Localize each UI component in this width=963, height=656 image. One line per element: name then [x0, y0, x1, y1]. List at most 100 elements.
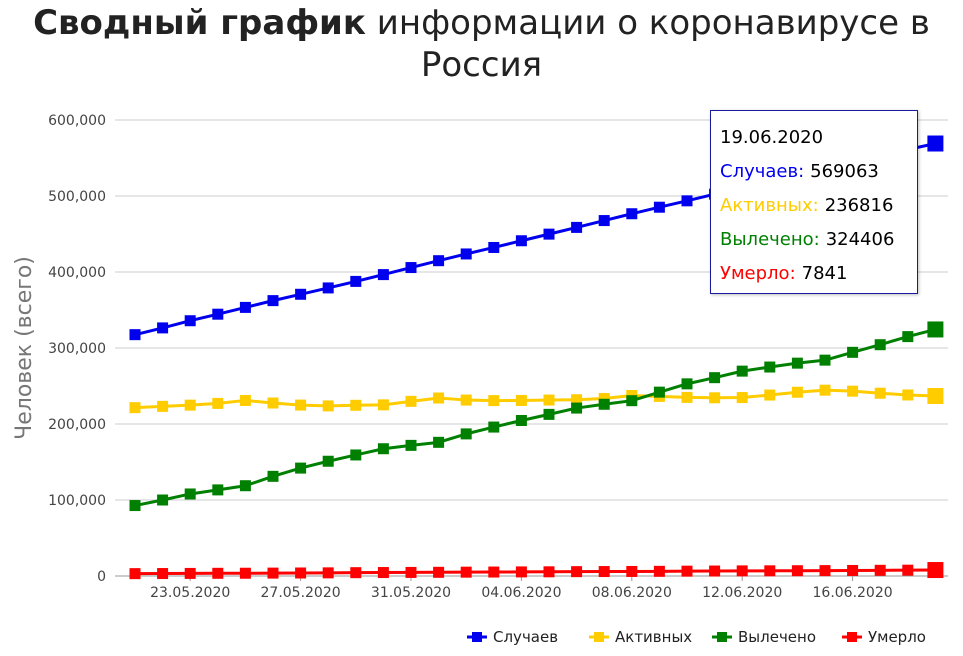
data-point [267, 470, 279, 482]
data-point [791, 357, 803, 369]
data-point [157, 400, 169, 412]
data-point [350, 275, 362, 287]
tooltip-row-cases: Случаев: 569063 [720, 155, 917, 189]
data-point [212, 484, 224, 496]
data-point [460, 248, 472, 260]
data-point [212, 397, 224, 409]
data-point [927, 562, 944, 579]
tooltip-date: 19.06.2020 [720, 127, 824, 148]
data-point [295, 567, 307, 579]
data-point [709, 372, 721, 384]
x-tick-label: 31.05.2020 [371, 585, 451, 601]
data-point [874, 339, 886, 351]
data-point [157, 568, 169, 580]
data-point [598, 393, 610, 405]
data-point [212, 308, 224, 320]
data-point [157, 494, 169, 506]
data-point [543, 394, 555, 406]
x-tick-label: 12.06.2020 [702, 585, 782, 601]
data-point [350, 567, 362, 579]
data-point [598, 566, 610, 578]
y-tick-label: 0 [97, 569, 106, 585]
data-point [819, 565, 831, 577]
legend-label: Умерло [868, 628, 926, 646]
tooltip-row-active: Активных: 236816 [720, 189, 917, 223]
data-point [322, 282, 334, 294]
data-point [736, 565, 748, 577]
y-tick-label: 600,000 [48, 113, 106, 129]
data-point [267, 397, 279, 409]
data-point [736, 365, 748, 377]
data-point [653, 386, 665, 398]
data-point [433, 255, 445, 267]
data-point [433, 392, 445, 404]
data-point [927, 321, 944, 338]
data-point [543, 566, 555, 578]
data-point [571, 402, 583, 414]
data-point [129, 500, 141, 512]
data-point [239, 394, 251, 406]
data-point [571, 566, 583, 578]
series-line [134, 327, 936, 508]
tooltip-label: Случаев: [720, 161, 805, 182]
data-point [460, 394, 472, 406]
data-point [626, 208, 638, 220]
data-point [681, 565, 693, 577]
data-point [847, 346, 859, 358]
series-line [134, 388, 936, 410]
tooltip-label: Вылечено: [720, 229, 820, 250]
data-point [460, 428, 472, 440]
data-point [295, 399, 307, 411]
data-point [709, 392, 721, 404]
y-tick-label: 100,000 [48, 493, 106, 509]
data-point [515, 566, 527, 578]
data-point [129, 329, 141, 341]
data-point [184, 315, 196, 327]
data-point [184, 567, 196, 579]
chart-title-bold: Сводный график [33, 3, 366, 43]
y-tick-label: 400,000 [48, 265, 106, 281]
x-tick-label: 23.05.2020 [150, 585, 230, 601]
data-point [460, 566, 472, 578]
y-tick-label: 300,000 [48, 341, 106, 357]
data-point [847, 385, 859, 397]
data-point [874, 387, 886, 399]
x-tick-label: 08.06.2020 [592, 585, 672, 601]
data-point [571, 394, 583, 406]
data-point [405, 439, 417, 451]
data-point [129, 568, 141, 580]
data-point [709, 565, 721, 577]
data-point [267, 295, 279, 307]
tooltip-value: 569063 [810, 161, 879, 182]
data-point [543, 408, 555, 420]
data-point [626, 395, 638, 407]
data-point [488, 421, 500, 433]
series-line [134, 568, 936, 576]
data-point [543, 228, 555, 240]
data-point [488, 395, 500, 407]
data-point [405, 395, 417, 407]
data-point [488, 566, 500, 578]
data-point [350, 449, 362, 461]
data-point [239, 480, 251, 492]
data-point [377, 567, 389, 579]
data-point [377, 399, 389, 411]
data-point [681, 391, 693, 403]
data-point [626, 565, 638, 577]
data-point [377, 443, 389, 455]
data-point [764, 389, 776, 401]
tooltip-label: Умерло: [720, 263, 796, 284]
data-point [267, 567, 279, 579]
tooltip-value: 236816 [824, 195, 894, 216]
x-tick-label: 27.05.2020 [261, 585, 341, 601]
y-axis-label: Человек (всего) [12, 256, 37, 440]
tooltip-label: Активных: [720, 195, 819, 216]
data-point [322, 455, 334, 467]
chart-title-rest: информации о коронавирусе в Россия [376, 3, 930, 85]
legend-marker [594, 632, 604, 642]
data-point [791, 386, 803, 398]
data-point [819, 354, 831, 366]
data-tooltip: 19.06.2020 Случаев: 569063 Активных: 23681… [710, 110, 918, 294]
data-point [681, 378, 693, 390]
data-point [322, 400, 334, 412]
